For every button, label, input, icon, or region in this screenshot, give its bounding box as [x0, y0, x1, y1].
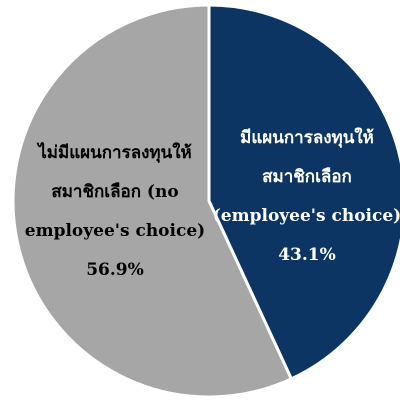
pie-slices [11, 3, 400, 399]
pie-slice-1 [11, 3, 293, 399]
slice-value-1: 56.9% [86, 260, 144, 280]
slice-label-1: ไม่มีแผนการลงทุนให้สมาชิกเลือก (no employ… [25, 142, 205, 280]
pie-labels: มีแผนการลงทุนให้สมาชิกเลือก (employee's c… [25, 127, 400, 280]
slice-label-0: มีแผนการลงทุนให้สมาชิกเลือก (employee's c… [213, 127, 400, 265]
slice-label-line-1-1: สมาชิกเลือก (no [51, 181, 178, 202]
slice-label-line-1-2: employee's choice) [25, 221, 205, 241]
slice-label-line-0-1: สมาชิกเลือก [262, 166, 352, 187]
slice-label-line-1-0: ไม่มีแผนการลงทุนให้ [36, 142, 192, 163]
slice-value-0: 43.1% [278, 245, 336, 265]
pie-slice-0 [207, 3, 400, 381]
slice-label-line-0-2: (employee's choice) [213, 206, 400, 226]
slice-label-line-0-0: มีแผนการลงทุนให้ [240, 127, 374, 148]
